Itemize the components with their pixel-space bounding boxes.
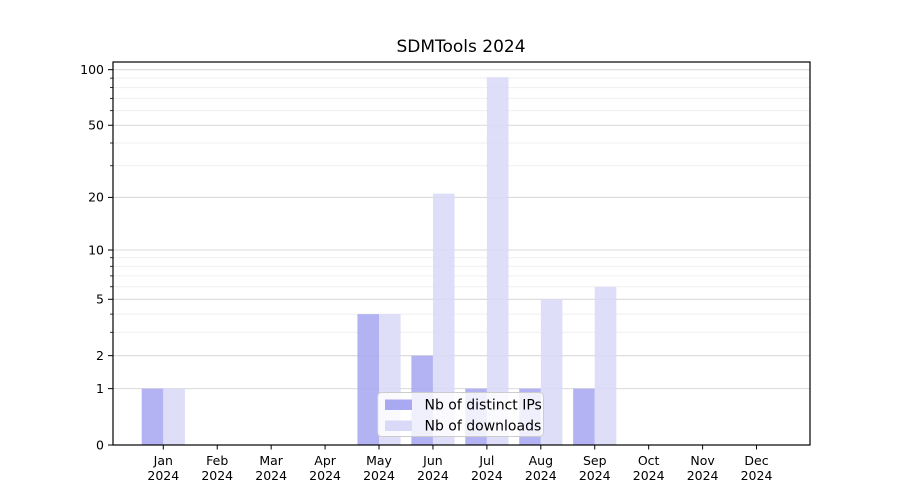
bar-jul-nb-of-downloads	[486, 77, 509, 446]
x-tick-label-month-jun: Jun	[422, 453, 443, 468]
y-tick-label-5: 5	[96, 292, 104, 307]
bar-jan-nb-of-downloads	[163, 388, 185, 445]
y-tick-label-2: 2	[96, 348, 104, 363]
bars-layer	[141, 77, 617, 446]
legend-swatch-nb-of-distinct-ips	[385, 399, 412, 410]
legend-box	[377, 392, 544, 437]
x-tick-label-year-jul: 2024	[471, 468, 503, 483]
x-tick-label-year-dec: 2024	[741, 468, 773, 483]
bar-sep-nb-of-distinct-ips	[573, 388, 595, 445]
legend-swatch-nb-of-downloads	[385, 420, 412, 431]
chart-title: SDMTools 2024	[396, 37, 525, 57]
x-tick-label-month-oct: Oct	[638, 453, 660, 468]
y-tick-label-1: 1	[96, 381, 104, 396]
x-tick-label-month-sep: Sep	[583, 453, 607, 468]
axes-layer: 0125102050100Jan2024Feb2024Mar2024Apr202…	[80, 61, 811, 483]
x-tick-label-year-mar: 2024	[255, 468, 287, 483]
x-tick-label-month-mar: Mar	[259, 453, 283, 468]
x-tick-label-year-may: 2024	[363, 468, 395, 483]
legend: Nb of distinct IPs Nb of downloads	[377, 392, 544, 437]
bar-aug-nb-of-downloads	[540, 299, 563, 445]
x-tick-label-year-feb: 2024	[201, 468, 233, 483]
x-tick-label-month-feb: Feb	[206, 453, 228, 468]
x-tick-label-year-aug: 2024	[525, 468, 557, 483]
x-tick-label-month-jul: Jul	[478, 453, 494, 468]
y-tick-label-0: 0	[96, 437, 104, 452]
bar-sep-nb-of-downloads	[594, 286, 617, 445]
y-tick-label-20: 20	[88, 190, 104, 205]
x-tick-label-month-jan: Jan	[153, 453, 173, 468]
plot-border	[112, 61, 811, 446]
x-tick-label-year-sep: 2024	[579, 468, 611, 483]
y-tick-label-50: 50	[88, 118, 104, 133]
x-tick-label-month-aug: Aug	[529, 453, 553, 468]
bar-may-nb-of-distinct-ips	[357, 314, 380, 445]
y-tick-label-10: 10	[88, 242, 104, 257]
grid-layer	[113, 69, 810, 390]
x-tick-label-year-oct: 2024	[633, 468, 665, 483]
x-tick-label-year-apr: 2024	[309, 468, 341, 483]
x-tick-label-month-nov: Nov	[690, 453, 715, 468]
x-tick-label-month-apr: Apr	[314, 453, 336, 468]
bar-jun-nb-of-downloads	[432, 193, 455, 445]
x-tick-label-month-may: May	[366, 453, 392, 468]
x-tick-label-year-nov: 2024	[687, 468, 719, 483]
legend-label-nb-of-distinct-ips: Nb of distinct IPs	[425, 398, 542, 414]
x-tick-label-year-jun: 2024	[417, 468, 449, 483]
legend-label-nb-of-downloads: Nb of downloads	[425, 419, 542, 435]
x-tick-label-month-dec: Dec	[744, 453, 768, 468]
bar-jan-nb-of-distinct-ips	[141, 388, 164, 445]
x-tick-label-year-jan: 2024	[147, 468, 179, 483]
y-tick-label-100: 100	[80, 62, 104, 77]
